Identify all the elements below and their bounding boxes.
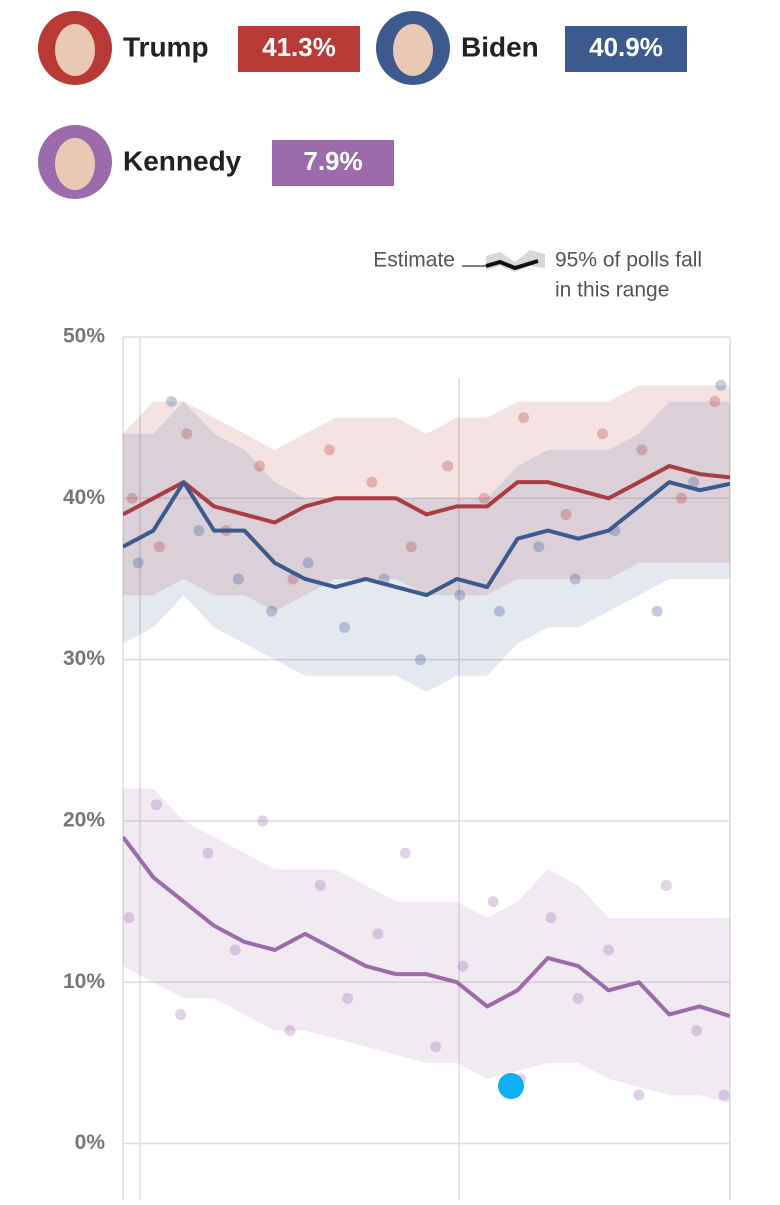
poll-dot	[181, 428, 193, 440]
header: Trump 41.3% Biden 40.9% Kennedy 7.9%	[38, 11, 687, 199]
range-band	[123, 401, 730, 692]
poll-dot	[193, 525, 205, 537]
poll-dot	[569, 573, 581, 585]
poll-dot	[636, 444, 648, 456]
poll-dot	[533, 541, 545, 553]
legend-value: 41.3%	[262, 32, 336, 62]
poll-dot	[478, 492, 490, 504]
poll-dot	[314, 879, 326, 891]
poll-dot	[633, 1089, 645, 1101]
poll-dot	[660, 879, 672, 891]
legend-name: Trump	[123, 31, 209, 62]
poll-dot	[651, 605, 663, 617]
legend-range-label: in this range	[555, 279, 669, 302]
legend-badge	[272, 140, 394, 186]
poll-dot	[126, 492, 138, 504]
poll-dot	[372, 928, 384, 940]
poll-dot	[487, 896, 499, 908]
poll-dot	[560, 508, 572, 520]
y-tick-label: 40%	[63, 486, 105, 509]
y-tick-label: 30%	[63, 647, 105, 670]
poll-dot	[323, 444, 335, 456]
poll-dot	[691, 1025, 703, 1037]
poll-dot	[339, 621, 351, 633]
candidate-face	[55, 24, 95, 76]
poll-dot	[493, 605, 505, 617]
legend-value: 7.9%	[303, 146, 362, 176]
range-band	[123, 788, 730, 1104]
poll-dot	[688, 476, 700, 488]
legend-name: Biden	[461, 31, 539, 62]
poll-dot	[603, 944, 615, 956]
y-tick-label: 10%	[63, 970, 105, 993]
poll-dot	[430, 1041, 442, 1053]
legend-range-swatch	[486, 250, 545, 272]
poll-dot	[518, 412, 530, 424]
y-tick-label: 0%	[75, 1131, 106, 1154]
poll-dot	[442, 460, 454, 472]
y-tick-label: 20%	[63, 808, 105, 831]
poll-dot	[232, 573, 244, 585]
candidate-face	[393, 24, 433, 76]
poll-dot	[166, 396, 178, 408]
poll-dot	[254, 460, 266, 472]
legend-key: Estimate 95% of polls fall in this range	[373, 249, 702, 302]
poll-dot	[342, 992, 354, 1004]
estimate-line	[123, 464, 730, 525]
poll-dot	[405, 541, 417, 553]
poll-dot	[454, 589, 466, 601]
y-tick-label: 50%	[63, 325, 105, 348]
poll-dot	[202, 847, 214, 859]
touch-indicator	[498, 1073, 524, 1099]
estimate-line	[123, 835, 730, 1019]
poll-dot	[257, 815, 269, 827]
legend-value: 40.9%	[589, 32, 663, 62]
legend-range-label: 95% of polls fall	[555, 249, 702, 272]
grid: 0% 10% 20% 30% 40% 50%	[63, 325, 731, 1200]
poll-dot	[399, 847, 411, 859]
poll-dot	[414, 654, 426, 666]
poll-dot	[675, 492, 687, 504]
poll-dot	[132, 557, 144, 569]
estimate-line	[123, 480, 730, 598]
poll-dot	[718, 1089, 730, 1101]
poll-dot	[175, 1008, 187, 1020]
poll-dot	[229, 944, 241, 956]
poll-dot	[572, 992, 584, 1004]
poll-dot	[284, 1025, 296, 1037]
legend-estimate-swatch	[485, 259, 539, 271]
legend-name: Kennedy	[123, 145, 242, 176]
poll-dot	[597, 428, 609, 440]
plot-area	[123, 379, 730, 1104]
candidate-face	[55, 138, 95, 190]
legend-estimate: Estimate	[373, 249, 455, 272]
poll-dot	[302, 557, 314, 569]
range-band	[123, 385, 730, 612]
poll-dot	[709, 396, 721, 408]
legend-badge	[238, 26, 360, 72]
poll-dot	[366, 476, 378, 488]
legend-badge	[565, 26, 687, 72]
poll-dot	[153, 541, 165, 553]
poll-dot	[457, 960, 469, 972]
poll-dot	[123, 912, 135, 924]
poll-dot	[715, 379, 727, 391]
poll-dot	[266, 605, 278, 617]
poll-dot	[150, 799, 162, 811]
poll-dot	[545, 912, 557, 924]
